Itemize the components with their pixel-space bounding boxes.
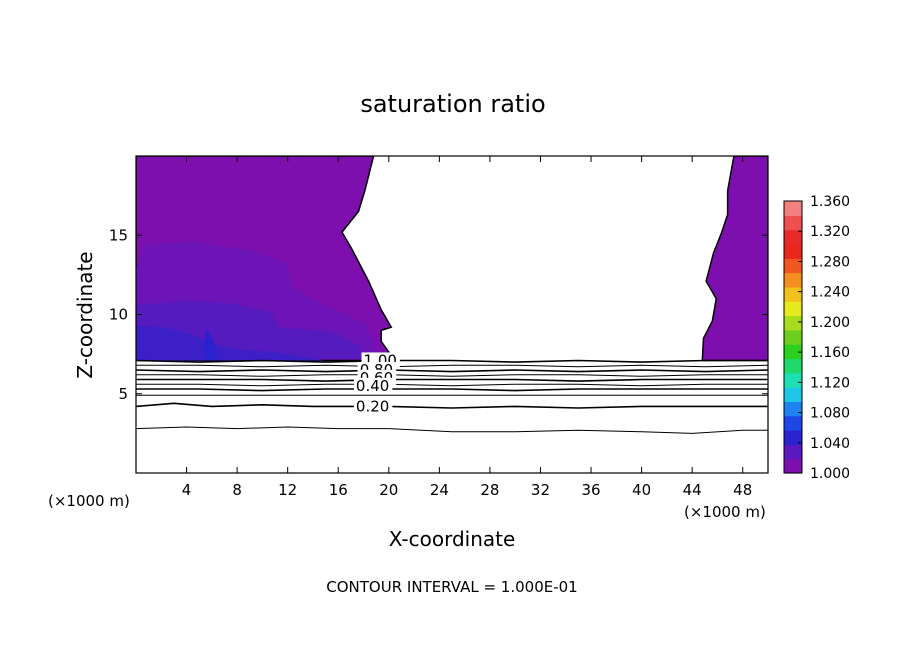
colorbar-segment	[784, 272, 802, 288]
contour-label-background	[353, 377, 393, 393]
contour-label: 0.40	[356, 377, 389, 395]
contour-label: 0.20	[356, 397, 389, 415]
colorbar-segment	[784, 258, 802, 274]
colorbar-label: 1.200	[810, 315, 850, 331]
x-tick-label: 36	[581, 481, 600, 499]
x-tick-label: 32	[531, 481, 550, 499]
contour-line	[136, 359, 768, 363]
contour-line	[136, 402, 768, 409]
colorbar-segment	[784, 444, 802, 460]
contour-lines-layer	[136, 359, 768, 434]
colorbar-label: 1.360	[810, 194, 850, 210]
saturation-region	[203, 328, 219, 361]
contour-interval-footer: CONTOUR INTERVAL = 1.000E-01	[326, 578, 577, 596]
colorbar-segment	[784, 215, 802, 231]
colorbar-segment	[784, 344, 802, 360]
x-tick-label: 12	[278, 481, 297, 499]
y-tick-label: 10	[109, 306, 128, 324]
x-tick-label: 8	[232, 481, 242, 499]
colorbar-label: 1.160	[810, 345, 850, 361]
colorbar-segment	[784, 387, 802, 403]
saturation-region	[136, 325, 325, 361]
contour-label-background	[353, 398, 393, 414]
chart-title: saturation ratio	[360, 90, 545, 118]
colorbar-segment	[784, 243, 802, 259]
colorbar-segment	[784, 286, 802, 302]
y-axis-ticks: 5 10 15	[109, 226, 768, 403]
x-tick-label: 48	[733, 481, 752, 499]
x-tick-label: 28	[480, 481, 499, 499]
contour-line	[136, 369, 768, 373]
contour-line	[136, 378, 768, 382]
y-tick-label: 15	[109, 226, 128, 244]
colorbar-segment	[784, 358, 802, 374]
colorbar-label: 1.240	[810, 285, 850, 301]
colorbar-segment	[784, 415, 802, 431]
x-axis-label: X-coordinate	[389, 527, 516, 551]
colorbar-segment	[784, 329, 802, 345]
x-tick-label: 44	[683, 481, 702, 499]
colorbar-label: 1.280	[810, 254, 850, 270]
x-tick-label: 20	[379, 481, 398, 499]
colorbar-label: 1.320	[810, 224, 850, 240]
colorbar-label: 1.080	[810, 406, 850, 422]
contour-line	[136, 374, 768, 377]
colorbar-segment	[784, 201, 802, 216]
colorbar-segment	[784, 458, 802, 474]
colorbar-labels: 1.360 1.320 1.280 1.240 1.200 1.160 1.120 1.080…	[798, 194, 850, 482]
colorbar-segment	[784, 372, 802, 388]
x-tick-label: 4	[182, 481, 192, 499]
colorbar-segment	[784, 229, 802, 245]
contour-line	[136, 383, 768, 387]
colorbar-label: 1.000	[810, 466, 850, 482]
colorbar-segment	[784, 315, 802, 331]
x-tick-label: 16	[329, 481, 348, 499]
colorbar-segment	[784, 401, 802, 417]
contour-line	[136, 364, 768, 368]
x-tick-label: 40	[632, 481, 651, 499]
colorbar-label: 1.120	[810, 375, 850, 391]
x-unit-label-right: (×1000 m)	[684, 503, 766, 521]
x-tick-label: 24	[430, 481, 449, 499]
contour-labels-layer: 1.000.800.600.400.20	[353, 351, 400, 415]
saturation-fill-layer	[136, 156, 768, 362]
contour-line	[136, 388, 768, 392]
contour-line	[136, 426, 768, 434]
colorbar	[783, 200, 803, 474]
colorbar-label: 1.040	[810, 436, 850, 452]
colorbar-segment	[784, 430, 802, 445]
x-axis-ticks: 4 8 12 16 20 24 28 32 36 40 44 48	[182, 156, 752, 499]
x-unit-label-left: (×1000 m)	[48, 492, 130, 510]
colorbar-frame	[783, 200, 803, 474]
y-tick-label: 5	[118, 385, 128, 403]
colorbar-segment	[784, 301, 802, 317]
y-axis-label: Z-coordinate	[73, 251, 97, 378]
